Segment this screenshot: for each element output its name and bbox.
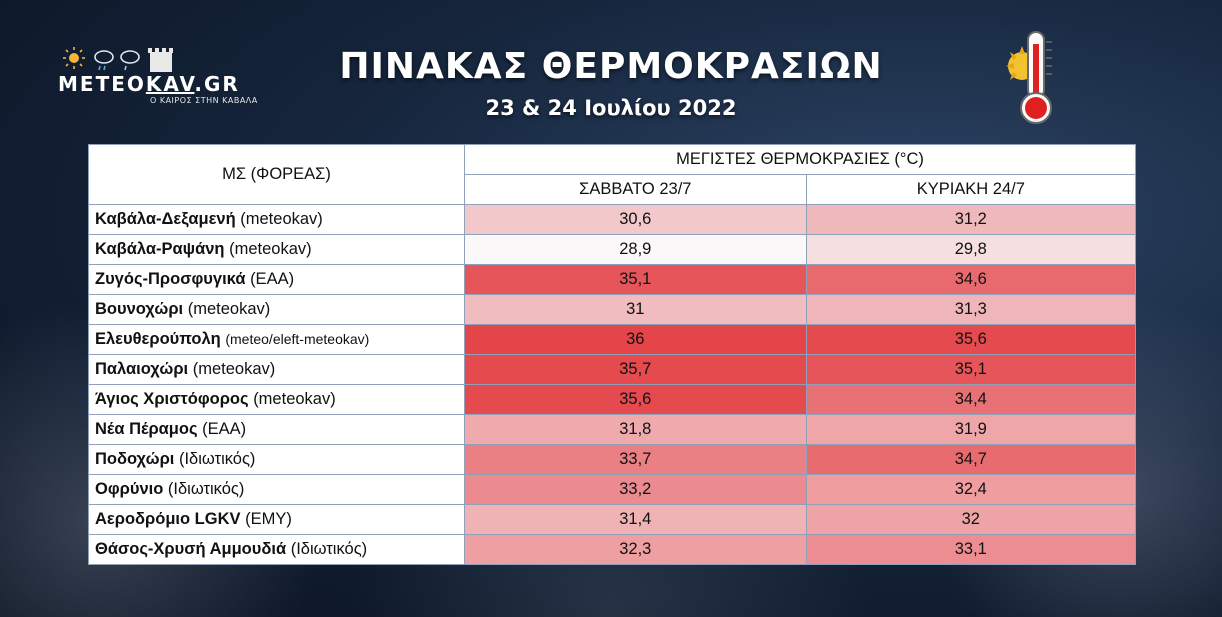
sunday-column-header: ΚΥΡΙΑΚΗ 24/7 (805, 174, 1137, 205)
station-name: Αεροδρόμιο LGKV (95, 510, 241, 528)
station-cell: Θάσος-Χρυσή Αμμουδιά (Ιδιωτικός) (88, 534, 465, 565)
sunday-temp-cell: 31,9 (805, 414, 1137, 445)
saturday-temp-cell: 32,3 (464, 534, 807, 565)
saturday-temp-cell: 31,8 (464, 414, 807, 445)
meteokav-logo: METEOKAV.GR Ο ΚΑΙΡΟΣ ΣΤΗΝ ΚΑΒΑΛΑ (58, 44, 258, 114)
saturday-temp-cell: 30,6 (464, 204, 807, 235)
table-header-row: ΜΣ (ΦΟΡΕΑΣ) ΜΕΓΙΣΤΕΣ ΘΕΡΜΟΚΡΑΣΙΕΣ (°C) (88, 144, 1136, 205)
logo-wordmark: METEOKAV.GR (58, 72, 240, 96)
station-name: Ελευθερούπολη (95, 330, 221, 348)
temperature-table: ΜΣ (ΦΟΡΕΑΣ) ΜΕΓΙΣΤΕΣ ΘΕΡΜΟΚΡΑΣΙΕΣ (°C) Σ… (88, 144, 1137, 565)
sun-icon (63, 47, 85, 69)
station-agency: (meteokav) (192, 360, 276, 378)
station-cell: Ποδοχώρι (Ιδιωτικός) (88, 444, 465, 475)
station-cell: Ζυγός-Προσφυγικά (ΕΑΑ) (88, 264, 465, 295)
station-name: Καβάλα-Δεξαμενή (95, 210, 236, 228)
station-agency: (meteokav) (253, 390, 336, 408)
cloud-icon (120, 50, 140, 71)
station-cell: Νέα Πέραμος (ΕΑΑ) (88, 414, 465, 445)
station-agency: (Ιδιωτικός) (167, 480, 245, 498)
station-name: Καβάλα-Ραψάνη (95, 240, 225, 258)
table-row: Θάσος-Χρυσή Αμμουδιά (Ιδιωτικός) 32,3 33,1 (88, 534, 1137, 565)
station-cell: Βουνοχώρι (meteokav) (88, 294, 465, 325)
table-row: Νέα Πέραμος (ΕΑΑ) 31,8 31,9 (88, 414, 1137, 445)
table-row: Ελευθερούπολη (meteo/eleft-meteokav) 36 35… (88, 324, 1137, 355)
page-title: ΠΙΝΑΚΑΣ ΘΕΡΜΟΚΡΑΣΙΩΝ (339, 46, 883, 87)
station-cell: Καβάλα-Δεξαμενή (meteokav) (88, 204, 465, 235)
saturday-temp-cell: 33,2 (464, 474, 807, 505)
table-row: Αεροδρόμιο LGKV (ΕΜΥ) 31,4 32 (88, 504, 1137, 535)
station-agency: (ΕΑΑ) (250, 270, 295, 288)
sunday-temp-cell: 35,6 (805, 324, 1137, 355)
sunday-temp-cell: 31,2 (805, 204, 1137, 235)
saturday-temp-cell: 36 (464, 324, 807, 355)
table-row: Οφρύνιο (Ιδιωτικός) 33,2 32,4 (88, 474, 1137, 505)
table-row: Άγιος Χριστόφορος (meteokav) 35,6 34,4 (88, 384, 1137, 415)
station-name: Βουνοχώρι (95, 300, 184, 318)
sunday-temp-cell: 29,8 (805, 234, 1137, 265)
saturday-temp-cell: 33,7 (464, 444, 807, 475)
station-name: Παλαιοχώρι (95, 360, 189, 378)
saturday-temp-cell: 31,4 (464, 504, 807, 535)
saturday-temp-cell: 28,9 (464, 234, 807, 265)
weather-icons (60, 44, 180, 78)
station-cell: Παλαιοχώρι (meteokav) (88, 354, 465, 385)
station-name: Νέα Πέραμος (95, 420, 198, 438)
saturday-temp-cell: 31 (464, 294, 807, 325)
saturday-temp-cell: 35,1 (464, 264, 807, 295)
table-row: Καβάλα-Δεξαμενή (meteokav) 30,6 31,2 (88, 204, 1137, 235)
table-row: Καβάλα-Ραψάνη (meteokav) 28,9 29,8 (88, 234, 1137, 265)
station-name: Θάσος-Χρυσή Αμμουδιά (95, 540, 287, 558)
sunday-temp-cell: 35,1 (805, 354, 1137, 385)
saturday-temp-cell: 35,6 (464, 384, 807, 415)
table-subheader-row: ΣΑΒΒΑΤΟ 23/7 ΚΥΡΙΑΚΗ 24/7 (89, 174, 1137, 205)
station-name: Ποδοχώρι (95, 450, 175, 468)
station-cell: Ελευθερούπολη (meteo/eleft-meteokav) (88, 324, 465, 355)
table-row: Παλαιοχώρι (meteokav) 35,7 35,1 (88, 354, 1137, 385)
logo-tagline: Ο ΚΑΙΡΟΣ ΣΤΗΝ ΚΑΒΑΛΑ (150, 96, 258, 105)
sunday-temp-cell: 34,4 (805, 384, 1137, 415)
table-row: Βουνοχώρι (meteokav) 31 31,3 (88, 294, 1137, 325)
sunday-temp-cell: 31,3 (805, 294, 1137, 325)
station-agency: (meteo/eleft-meteokav) (225, 331, 370, 347)
table-row: Ζυγός-Προσφυγικά (ΕΑΑ) 35,1 34,6 (88, 264, 1137, 295)
sunday-temp-cell: 32,4 (805, 474, 1137, 505)
sunday-temp-cell: 32 (805, 504, 1137, 535)
castle-icon (148, 48, 173, 72)
station-name: Ζυγός-Προσφυγικά (95, 270, 246, 288)
max-temp-group-header: ΜΕΓΙΣΤΕΣ ΘΕΡΜΟΚΡΑΣΙΕΣ (°C) (464, 144, 1136, 175)
rain-cloud-icon (94, 50, 114, 71)
sunday-temp-cell: 33,1 (805, 534, 1137, 565)
sunday-temp-cell: 34,6 (805, 264, 1137, 295)
station-agency: (ΕΑΑ) (202, 420, 247, 438)
page-subtitle: 23 & 24 Ιουλίου 2022 (485, 96, 737, 120)
station-agency: (meteokav) (229, 240, 312, 258)
station-cell: Αεροδρόμιο LGKV (ΕΜΥ) (88, 504, 465, 535)
station-agency: (ΕΜΥ) (245, 510, 292, 528)
station-cell: Άγιος Χριστόφορος (meteokav) (88, 384, 465, 415)
station-name: Οφρύνιο (95, 480, 164, 498)
saturday-column-header: ΣΑΒΒΑΤΟ 23/7 (464, 174, 807, 205)
table-row: Ποδοχώρι (Ιδιωτικός) 33,7 34,7 (88, 444, 1137, 475)
saturday-temp-cell: 35,7 (464, 354, 807, 385)
station-cell: Καβάλα-Ραψάνη (meteokav) (88, 234, 465, 265)
station-name: Άγιος Χριστόφορος (95, 390, 249, 408)
station-column-header: ΜΣ (ΦΟΡΕΑΣ) (88, 144, 465, 205)
station-agency: (meteokav) (187, 300, 271, 318)
station-cell: Οφρύνιο (Ιδιωτικός) (88, 474, 465, 505)
thermometer-icon (1002, 28, 1064, 128)
station-agency: (Ιδιωτικός) (290, 540, 368, 558)
station-agency: (Ιδιωτικός) (178, 450, 256, 468)
sunday-temp-cell: 34,7 (805, 444, 1137, 475)
station-agency: (meteokav) (240, 210, 323, 228)
